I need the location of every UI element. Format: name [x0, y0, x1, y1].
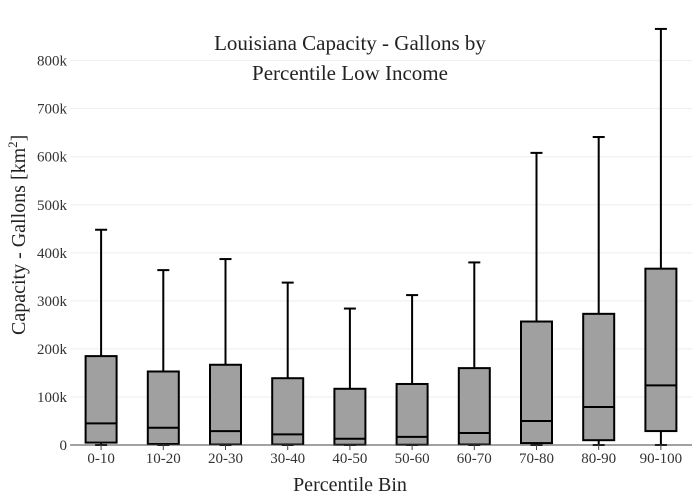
x-tick-label: 80-90	[581, 451, 616, 467]
box-40-50	[334, 309, 365, 445]
iqr-box	[86, 356, 117, 442]
x-tick-label: 0-10	[87, 451, 115, 467]
chart-title-line-2: Percentile Low Income	[120, 58, 580, 88]
y-tick-label: 0	[60, 438, 68, 454]
box-0-10	[86, 230, 117, 445]
iqr-box	[583, 314, 614, 440]
y-axis-tick-labels: 0 100k 200k 300k 400k 500k 600k 700k 800k	[37, 54, 68, 454]
chart-title-line-1: Louisiana Capacity - Gallons by	[120, 28, 580, 58]
boxes	[86, 29, 677, 445]
y-axis-label-close: ]	[8, 135, 30, 142]
iqr-box	[334, 389, 365, 445]
y-tick-label: 200k	[37, 342, 68, 358]
iqr-box	[148, 371, 179, 444]
x-axis-tick-labels: 0-10 10-20 20-30 30-40 40-50 50-60 60-70 70-80 8…	[87, 445, 682, 467]
box-30-40	[272, 283, 303, 445]
box-60-70	[459, 262, 490, 445]
x-tick-label: 70-80	[519, 451, 554, 467]
y-tick-label: 100k	[37, 390, 68, 406]
x-tick-label: 90-100	[640, 451, 683, 467]
y-tick-label: 800k	[37, 54, 68, 70]
x-tick-label: 50-60	[395, 451, 430, 467]
iqr-box	[521, 322, 552, 444]
x-tick-label: 60-70	[457, 451, 492, 467]
box-90-100	[645, 29, 676, 445]
x-tick-label: 40-50	[332, 451, 367, 467]
y-tick-label: 700k	[37, 102, 68, 118]
y-tick-label: 300k	[37, 294, 68, 310]
box-80-90	[583, 137, 614, 445]
x-tick-label: 10-20	[146, 451, 181, 467]
y-tick-label: 500k	[37, 198, 68, 214]
y-tick-label: 400k	[37, 246, 68, 262]
box-20-30	[210, 259, 241, 445]
iqr-box	[645, 269, 676, 431]
y-tick-label: 600k	[37, 150, 68, 166]
x-axis-label: Percentile Bin	[0, 474, 700, 497]
y-axis-label: Capacity - Gallons [km2]	[5, 105, 31, 365]
y-axis-label-superscript: 2	[5, 141, 20, 148]
x-tick-label: 30-40	[270, 451, 305, 467]
box-50-60	[397, 295, 428, 445]
box-10-20	[148, 270, 179, 445]
iqr-box	[397, 384, 428, 445]
x-tick-label: 20-30	[208, 451, 243, 467]
box-70-80	[521, 153, 552, 445]
y-axis-label-text: Capacity - Gallons [km	[8, 148, 30, 335]
iqr-box	[210, 365, 241, 445]
